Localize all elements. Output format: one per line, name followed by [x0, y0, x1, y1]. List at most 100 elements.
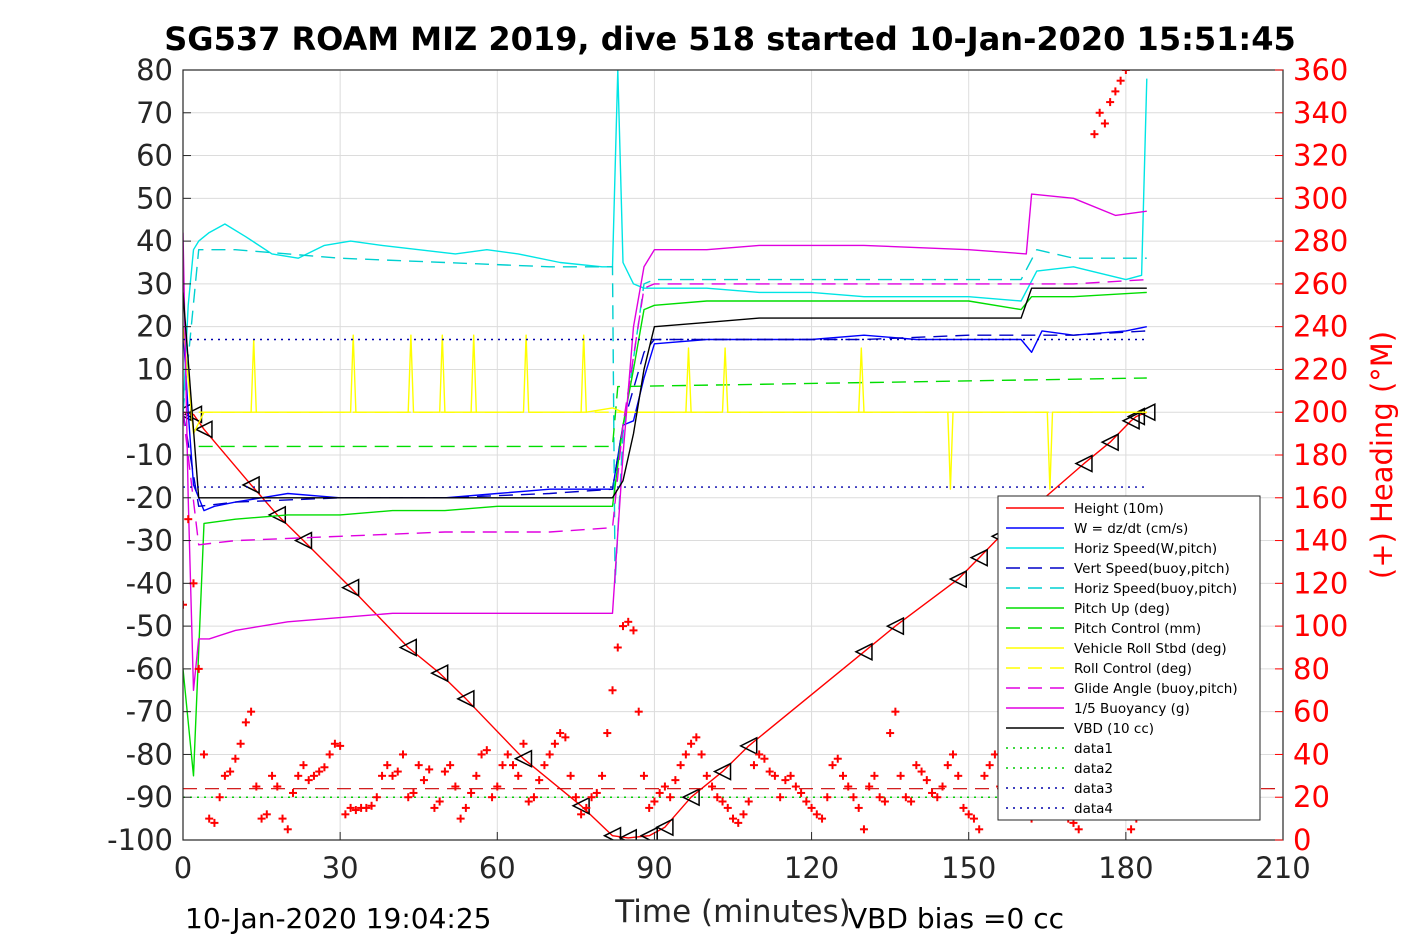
- heading-point: [582, 803, 591, 812]
- height-marker: [340, 578, 360, 597]
- height-marker: [1100, 432, 1119, 452]
- right-tick-label: 20: [1293, 780, 1330, 814]
- right-tick-label: 360: [1293, 53, 1348, 87]
- heading-point: [598, 771, 607, 780]
- legend-box: [997, 495, 1261, 821]
- y-tick-label: -80: [126, 737, 173, 771]
- heading-point: [702, 771, 711, 780]
- heading-point: [399, 750, 407, 759]
- x-axis-label: Time (minutes): [614, 894, 850, 930]
- legend-label: Vert Speed(buoy,pitch): [1074, 561, 1230, 577]
- heading-point: [545, 750, 554, 759]
- heading-point: [676, 761, 685, 770]
- heading-point: [1106, 98, 1115, 107]
- heading-point: [744, 797, 753, 806]
- y-tick-label: -60: [126, 652, 173, 686]
- heading-point: [498, 761, 507, 770]
- heading-point: [393, 767, 402, 776]
- legend-label: data1: [1074, 741, 1113, 757]
- legend-item: Glide Angle (buoy,pitch): [1006, 681, 1238, 697]
- heading-point: [482, 746, 491, 755]
- height-marker: [618, 828, 637, 840]
- legend-label: Horiz Speed(W,pitch): [1074, 541, 1217, 557]
- heading-point: [367, 801, 376, 810]
- right-axis-label: (+) Heading (°M): [1365, 331, 1399, 579]
- legend-label: data4: [1074, 801, 1113, 817]
- y-tick-label: -30: [126, 524, 173, 558]
- heading-point: [215, 793, 224, 802]
- heading-point: [210, 818, 219, 827]
- heading-point: [797, 788, 806, 797]
- heading-point: [220, 771, 229, 780]
- height-marker: [739, 736, 758, 756]
- heading-point: [430, 803, 439, 812]
- height-marker: [1137, 403, 1156, 422]
- heading-point: [540, 761, 549, 770]
- heading-point: [655, 788, 664, 797]
- heading-point: [456, 814, 465, 823]
- heading-point: [556, 729, 565, 738]
- heading-point: [514, 771, 523, 780]
- y-tick-label: 60: [136, 139, 173, 173]
- y-tick-label: -10: [126, 438, 173, 472]
- series-line: [183, 287, 1147, 499]
- heading-point: [755, 750, 764, 759]
- heading-point: [446, 761, 455, 770]
- heading-point: [833, 754, 842, 763]
- heading-point: [477, 750, 486, 759]
- right-tick-label: 300: [1293, 181, 1348, 215]
- heading-point: [1111, 87, 1120, 96]
- legend-label: Height (10m): [1074, 501, 1164, 517]
- heading-point: [226, 767, 235, 776]
- heading-point: [205, 814, 214, 823]
- heading-point: [330, 739, 339, 748]
- heading-point: [461, 803, 470, 812]
- heading-point: [493, 782, 502, 791]
- heading-point: [692, 733, 701, 742]
- heading-point: [1116, 76, 1125, 85]
- heading-point: [592, 788, 601, 797]
- y-tick-label: 20: [136, 310, 173, 344]
- heading-point: [985, 761, 994, 770]
- heading-point: [194, 664, 203, 673]
- x-tick-label: 120: [784, 851, 839, 885]
- heading-point: [786, 771, 795, 780]
- heading-point: [943, 761, 952, 770]
- legend-label: Vehicle Roll Stbd (deg): [1074, 641, 1227, 657]
- footer-timestamp: 10-Jan-2020 19:04:25: [185, 902, 491, 935]
- legend-label: Roll Control (deg): [1074, 661, 1192, 677]
- heading-point: [346, 803, 355, 812]
- heading-point: [315, 767, 324, 776]
- series-line: [183, 193, 1147, 691]
- heading-point: [964, 810, 973, 819]
- heading-point: [304, 776, 313, 785]
- heading-point: [891, 707, 900, 716]
- heading-point: [713, 793, 722, 802]
- heading-point: [247, 707, 256, 716]
- heading-point: [1121, 70, 1130, 74]
- heading-point: [739, 810, 748, 819]
- heading-point: [928, 788, 937, 797]
- heading-point: [262, 810, 271, 819]
- heading-point: [818, 814, 827, 823]
- heading-point: [509, 761, 517, 770]
- heading-point: [571, 793, 580, 802]
- right-tick-label: 120: [1293, 566, 1348, 600]
- heading-point: [404, 793, 413, 802]
- heading-point: [184, 515, 193, 524]
- y-tick-label: -40: [126, 566, 173, 600]
- heading-point: [776, 793, 785, 802]
- heading-point: [372, 793, 381, 802]
- heading-point: [708, 782, 717, 791]
- heading-point: [865, 782, 874, 791]
- heading-point: [849, 793, 858, 802]
- y-tick-label: 40: [136, 224, 173, 258]
- heading-point: [577, 810, 586, 819]
- heading-point: [828, 761, 837, 770]
- heading-point: [975, 825, 984, 834]
- y-tick-label: -50: [126, 609, 173, 643]
- heading-point: [917, 767, 926, 776]
- heading-point: [608, 686, 617, 695]
- legend-label: 1/5 Buoyancy (g): [1074, 701, 1190, 717]
- heading-point: [718, 797, 727, 806]
